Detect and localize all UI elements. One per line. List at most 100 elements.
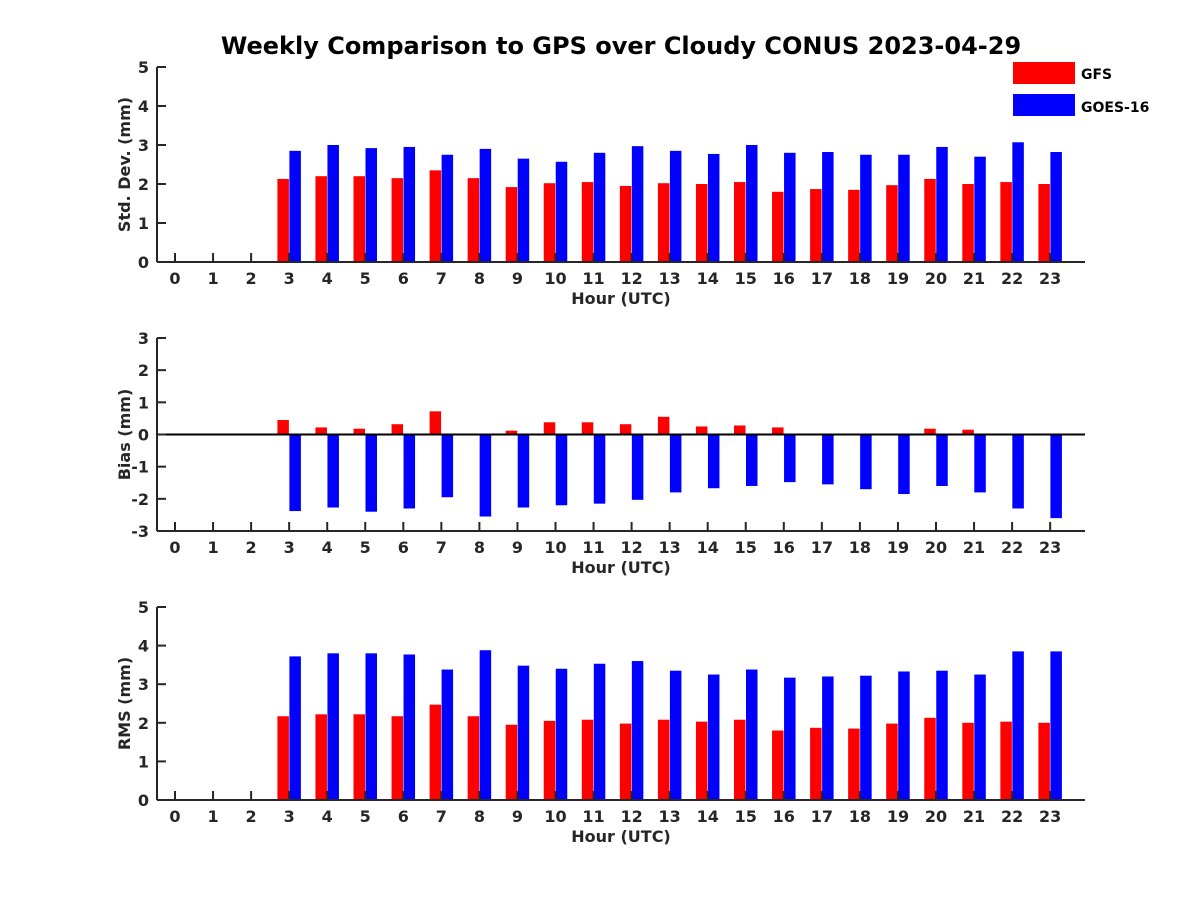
stddev-x-tick-label: 21 <box>963 269 985 288</box>
bias-y-tick-label: 3 <box>138 329 149 348</box>
stddev-y-tick-label: 0 <box>138 253 149 272</box>
rms-bar-gfs-21 <box>962 722 974 800</box>
rms-x-tick-label: 6 <box>398 807 409 826</box>
bias-bar-goes16-8 <box>479 434 492 517</box>
rms-y-tick-label: 3 <box>138 675 149 694</box>
stddev-x-tick-label: 5 <box>360 269 371 288</box>
rms-x-tick-label: 11 <box>582 807 604 826</box>
bias-x-tick-label: 18 <box>849 538 871 557</box>
rms-x-tick-label: 9 <box>512 807 523 826</box>
figure-title: Weekly Comparison to GPS over Cloudy CON… <box>221 32 1021 60</box>
stddev-y-tick-label: 3 <box>138 136 149 155</box>
stddev-bar-goes16-19 <box>898 154 910 262</box>
stddev-bar-goes16-23 <box>1050 152 1062 262</box>
bias-bar-gfs-12 <box>619 424 632 435</box>
rms-bar-gfs-9 <box>505 724 518 800</box>
rms-bar-gfs-19 <box>886 723 898 800</box>
bias-x-tick-label: 20 <box>925 538 947 557</box>
rms-bar-gfs-12 <box>619 723 632 800</box>
stddev-bar-gfs-23 <box>1038 184 1050 262</box>
rms-bar-goes16-16 <box>784 677 796 800</box>
rms-x-tick-label: 12 <box>620 807 642 826</box>
bias-x-tick-label: 7 <box>436 538 447 557</box>
legend-swatch-goes16 <box>1013 94 1075 116</box>
rms-bar-gfs-14 <box>695 721 708 800</box>
stddev-x-tick-label: 22 <box>1001 269 1023 288</box>
rms-y-tick-label: 0 <box>138 791 149 810</box>
rms-bar-goes16-7 <box>441 669 454 800</box>
stddev-x-tick-label: 6 <box>398 269 409 288</box>
bias-x-tick-label: 0 <box>169 538 180 557</box>
stddev-x-tick-label: 23 <box>1039 269 1061 288</box>
rms-bar-goes16-13 <box>669 670 682 800</box>
bias-bar-goes16-14 <box>707 434 720 489</box>
stddev-bar-goes16-3 <box>289 150 301 262</box>
rms-bar-gfs-10 <box>543 720 556 800</box>
bias-x-tick-label: 21 <box>963 538 985 557</box>
stddev-x-tick-label: 7 <box>436 269 447 288</box>
rms-x-tick-label: 17 <box>811 807 833 826</box>
stddev-bar-goes16-20 <box>936 146 948 262</box>
rms-x-tick-label: 2 <box>246 807 257 826</box>
stddev-y-tick-label: 2 <box>138 175 149 194</box>
rms-x-tick-label: 0 <box>169 807 180 826</box>
rms-bar-goes16-3 <box>289 656 301 800</box>
bias-bar-gfs-3 <box>277 420 289 435</box>
rms-bar-goes16-21 <box>974 674 986 800</box>
rms-bar-goes16-15 <box>746 669 758 800</box>
stddev-bar-goes16-21 <box>974 156 986 262</box>
stddev-bar-goes16-8 <box>479 148 492 262</box>
stddev-bar-goes16-17 <box>822 152 834 262</box>
stddev-x-axis-label: Hour (UTC) <box>571 289 671 308</box>
rms-bar-gfs-23 <box>1038 722 1050 800</box>
bias-x-tick-label: 12 <box>620 538 642 557</box>
rms-bar-goes16-6 <box>403 654 416 800</box>
stddev-x-tick-label: 8 <box>474 269 485 288</box>
rms-bar-goes16-22 <box>1012 651 1024 800</box>
bias-bar-gfs-9 <box>505 430 518 435</box>
bias-bar-gfs-7 <box>429 411 442 435</box>
stddev-x-tick-label: 14 <box>697 269 719 288</box>
bias-x-tick-label: 14 <box>697 538 719 557</box>
bias-y-tick-label: 0 <box>138 426 149 445</box>
bias-x-tick-label: 2 <box>246 538 257 557</box>
rms-bar-gfs-22 <box>1000 721 1012 800</box>
bias-bar-goes16-6 <box>403 434 416 509</box>
stddev-bar-gfs-14 <box>695 184 708 262</box>
bias-bar-goes16-13 <box>669 434 682 493</box>
legend-label-gfs: GFS <box>1081 67 1112 83</box>
stddev-x-tick-label: 12 <box>620 269 642 288</box>
rms-bar-goes16-11 <box>593 663 606 800</box>
bias-x-tick-label: 6 <box>398 538 409 557</box>
rms-bar-gfs-11 <box>581 719 594 800</box>
bias-bar-goes16-16 <box>784 434 796 483</box>
stddev-bar-goes16-9 <box>517 158 530 262</box>
stddev-bar-gfs-5 <box>353 176 365 262</box>
rms-bar-goes16-12 <box>631 661 644 800</box>
rms-x-axis-label: Hour (UTC) <box>571 827 671 846</box>
rms-bar-goes16-14 <box>707 674 720 800</box>
rms-bar-gfs-13 <box>657 719 670 800</box>
stddev-x-tick-label: 4 <box>322 269 333 288</box>
stddev-bar-goes16-13 <box>669 150 682 262</box>
stddev-x-tick-label: 10 <box>544 269 566 288</box>
bias-bar-gfs-10 <box>543 422 556 435</box>
stddev-x-tick-label: 19 <box>887 269 909 288</box>
bias-x-tick-label: 1 <box>207 538 218 557</box>
rms-y-axis-label: RMS (mm) <box>115 657 134 750</box>
bias-x-axis-label: Hour (UTC) <box>571 558 671 577</box>
bias-bar-goes16-17 <box>822 434 834 485</box>
bias-x-tick-label: 4 <box>322 538 333 557</box>
bias-bar-goes16-20 <box>936 434 948 486</box>
stddev-y-tick-label: 1 <box>138 214 149 233</box>
stddev-x-tick-label: 2 <box>246 269 257 288</box>
stddev-x-tick-label: 16 <box>773 269 795 288</box>
stddev-bar-gfs-9 <box>505 187 518 262</box>
stddev-bar-gfs-6 <box>391 178 404 262</box>
rms-x-tick-label: 4 <box>322 807 333 826</box>
stddev-bar-gfs-3 <box>277 178 289 262</box>
rms-bar-gfs-16 <box>772 730 784 800</box>
bias-bar-goes16-5 <box>365 434 377 512</box>
